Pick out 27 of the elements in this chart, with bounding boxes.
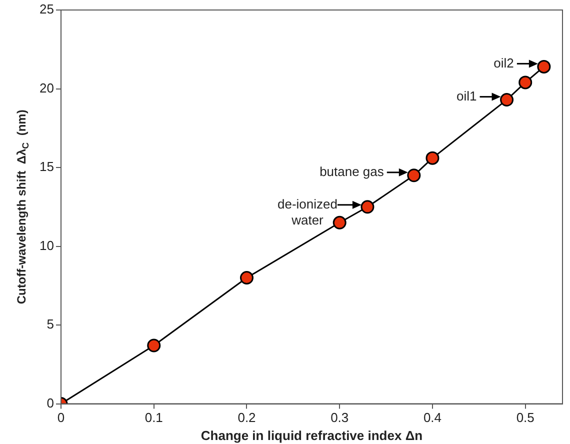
y-tick-label: 10 [40,238,54,253]
point [407,168,421,182]
point [500,93,514,107]
y-tick-label: 5 [46,316,54,332]
y-axis-title: Cutoff-wavelength shift ΔλC (nm) [14,110,31,304]
x-tick-label: 0.5 [516,410,534,426]
y-tick-label: 0 [46,395,54,410]
point [332,216,346,230]
annotation: butane gas [320,164,384,179]
annotation: oil2 [494,55,514,70]
y-tick-label: 15 [40,159,54,174]
point [147,338,161,352]
x-tick-label: 0.1 [144,410,163,426]
x-tick-label: 0 [57,410,65,426]
x-tick-label: 0.4 [423,410,442,426]
point [518,76,532,90]
x-axis-title: Change in liquid refractive index Δn [200,428,423,443]
annotation: oil1 [456,88,477,104]
y-tick-label: 25 [40,2,54,17]
point [537,60,551,74]
point [240,271,254,285]
point [360,200,374,214]
x-tick-label: 0.2 [238,410,256,426]
x-tick-label: 0.3 [330,410,349,426]
point [426,151,440,165]
y-tick-label: 20 [40,80,54,96]
annotation: de-ionized water [277,196,338,228]
